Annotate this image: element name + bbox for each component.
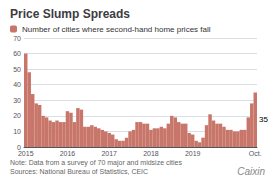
svg-text:2018: 2018 [143, 150, 159, 157]
svg-text:10: 10 [13, 128, 21, 135]
svg-text:0: 0 [17, 143, 21, 151]
svg-text:Number of cities where second-: Number of cities where second-hand home … [22, 25, 211, 34]
svg-text:50: 50 [13, 66, 21, 73]
svg-text:35: 35 [259, 115, 268, 124]
svg-text:2016: 2016 [60, 150, 76, 157]
svg-text:70: 70 [13, 35, 21, 42]
svg-text:30: 30 [13, 97, 21, 104]
svg-text:Sources: National Bureau of St: Sources: National Bureau of Statistics, … [10, 168, 148, 175]
svg-text:Price Slump Spreads: Price Slump Spreads [10, 7, 130, 21]
svg-text:20: 20 [13, 112, 21, 119]
svg-text:Note: Data from a survey of 70: Note: Data from a survey of 70 major and… [10, 159, 182, 167]
svg-text:40: 40 [13, 81, 21, 88]
svg-text:Oct.: Oct. [249, 150, 262, 157]
svg-text:60: 60 [13, 50, 21, 57]
svg-text:2019: 2019 [185, 150, 201, 157]
svg-text:2015: 2015 [18, 150, 34, 157]
svg-text:Caixin: Caixin [237, 166, 265, 177]
svg-text:2017: 2017 [101, 150, 117, 157]
